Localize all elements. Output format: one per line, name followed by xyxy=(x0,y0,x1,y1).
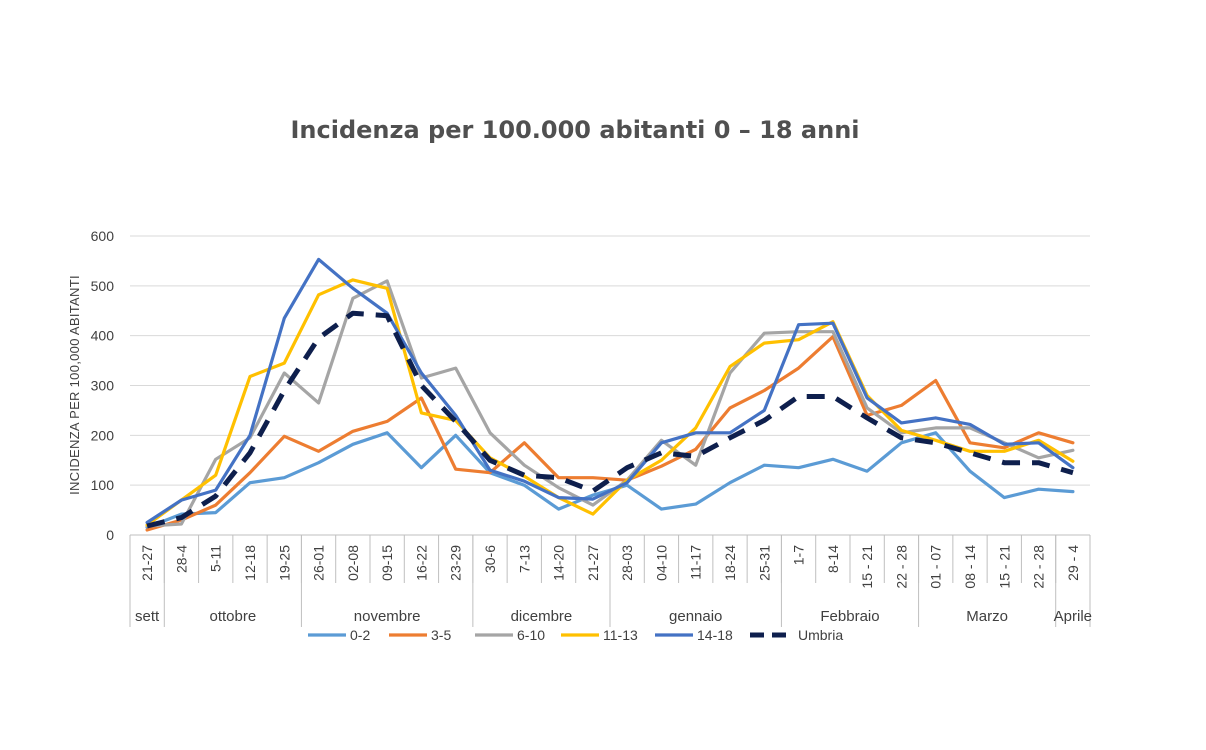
x-tick-label: 5-11 xyxy=(208,545,224,572)
month-label: gennaio xyxy=(669,608,722,625)
month-label: dicembre xyxy=(511,608,573,625)
x-tick-label: 28-4 xyxy=(173,545,189,573)
month-label: novembre xyxy=(354,608,421,625)
x-tick-label: 12-18 xyxy=(242,545,258,581)
x-tick-label: 23-29 xyxy=(448,545,464,581)
x-tick-label: 15 - 21 xyxy=(859,545,875,589)
legend: 0-2 3-5 6-10 11-13 14-18 Umbria xyxy=(308,627,843,643)
y-axis-label: INCIDENZA PER 100,000 ABITANTI xyxy=(67,275,82,495)
month-label: Aprile xyxy=(1054,608,1092,625)
month-label: Marzo xyxy=(966,608,1008,625)
y-tick-label: 600 xyxy=(91,228,115,244)
x-tick-label: 1-7 xyxy=(791,545,807,565)
series-line-umbria xyxy=(146,310,1074,529)
y-tick-label: 0 xyxy=(106,527,114,543)
x-tick-label: 22 - 28 xyxy=(1031,545,1047,589)
x-tick-label: 04-10 xyxy=(653,545,669,581)
x-tick-label: 8-14 xyxy=(825,545,841,573)
x-tick-label: 29 - 4 xyxy=(1065,545,1081,581)
x-tick-label: 15 - 21 xyxy=(996,545,1012,589)
series-line-11-13 xyxy=(145,278,1075,527)
x-tick-label: 22 - 28 xyxy=(893,545,909,589)
y-tick-label: 300 xyxy=(91,378,115,394)
legend-label: 6-10 xyxy=(517,627,545,643)
month-label: Febbraio xyxy=(820,608,879,625)
gridlines xyxy=(130,235,1090,536)
x-tick-label: 14-20 xyxy=(551,545,567,581)
x-tick-label: 7-13 xyxy=(516,545,532,573)
legend-label: 14-18 xyxy=(697,627,733,643)
x-tick-label: 01 - 07 xyxy=(928,545,944,589)
series-line-14-18 xyxy=(145,257,1075,525)
y-tick-label: 400 xyxy=(91,328,115,344)
x-tick-label: 28-03 xyxy=(619,545,635,581)
x-tick-label: 26-01 xyxy=(311,545,327,581)
y-tick-label: 100 xyxy=(91,477,115,493)
series-lines xyxy=(145,257,1075,532)
series-line-3-5 xyxy=(145,335,1075,532)
x-tick-label: 11-17 xyxy=(688,545,704,580)
month-label: ottobre xyxy=(210,608,257,625)
x-tick-label: 21-27 xyxy=(139,545,155,581)
x-tick-label: 09-15 xyxy=(379,545,395,581)
x-tick-label: 16-22 xyxy=(413,545,429,581)
legend-label: 0-2 xyxy=(350,627,370,643)
chart-title: Incidenza per 100.000 abitanti 0 – 18 an… xyxy=(290,116,860,144)
x-tick-label: 18-24 xyxy=(722,545,738,581)
y-tick-label: 500 xyxy=(91,278,115,294)
x-tick-label: 08 - 14 xyxy=(962,545,978,589)
x-tick-label: 25-31 xyxy=(756,545,772,581)
legend-label: Umbria xyxy=(798,627,843,643)
y-axis-ticks: 0 100 200 300 400 500 600 xyxy=(91,228,115,543)
x-tick-label: 21-27 xyxy=(585,545,601,581)
legend-label: 11-13 xyxy=(603,627,638,643)
x-tick-label: 19-25 xyxy=(276,545,292,581)
x-tick-label: 30-6 xyxy=(482,545,498,573)
legend-label: 3-5 xyxy=(431,627,451,643)
month-label: sett xyxy=(135,608,160,625)
y-tick-label: 200 xyxy=(91,427,115,443)
x-axis: 21-27 28-4 5-11 12-18 19-25 26-01 02-08 09-15 16… xyxy=(129,535,1092,627)
x-tick-label: 02-08 xyxy=(345,545,361,581)
